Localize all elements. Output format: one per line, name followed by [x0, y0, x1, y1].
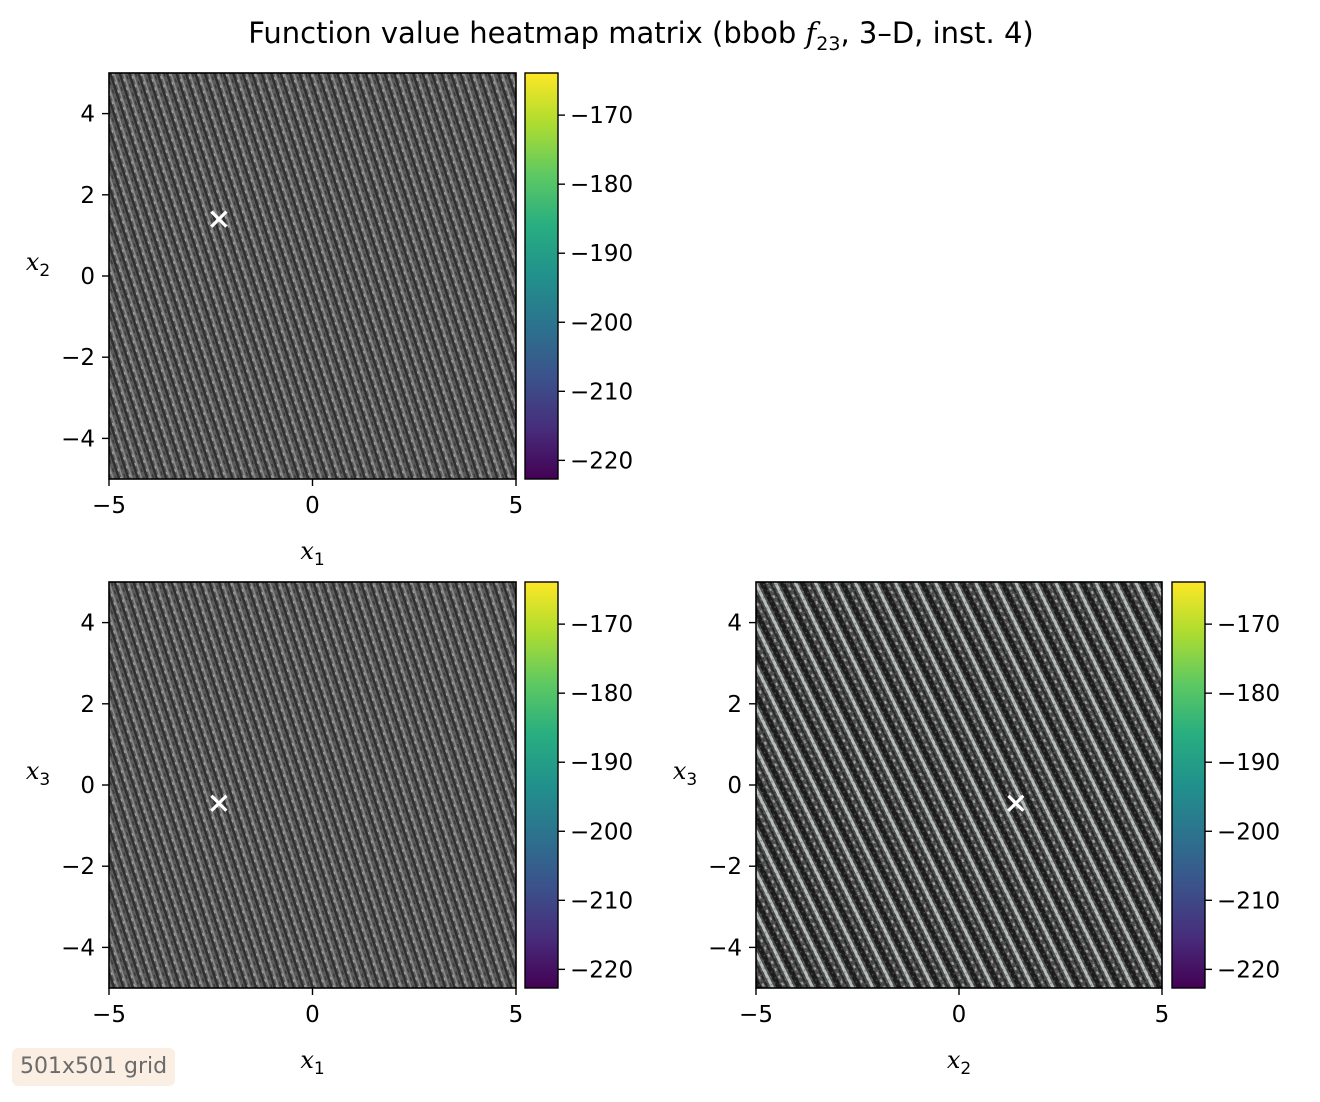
- y-tick-label: 2: [80, 183, 95, 209]
- y-tick-label: −4: [708, 935, 742, 961]
- colorbar-gradient: [1171, 581, 1206, 989]
- heatmap-panel-x2-x3: −5 0 5 −4 −2 0 2 4 x2 x3 −170 −180 −190 −200 −210 −220: [673, 581, 1280, 1079]
- colorbar: −170 −180 −190 −200 −210 −220: [524, 581, 633, 989]
- y-tick-label: −2: [61, 345, 95, 371]
- optimum-marker: [210, 794, 228, 812]
- heatmap-image: [109, 73, 516, 479]
- y-tick-label: −4: [61, 426, 95, 452]
- x-axis-label: x2: [947, 1046, 971, 1079]
- colorbar-tick-label: −180: [570, 172, 633, 198]
- colorbar-tick-label: −210: [570, 379, 633, 405]
- y-tick-label: 4: [80, 102, 95, 128]
- colorbar-tick-label: −200: [570, 819, 633, 845]
- y-axis-label: x3: [26, 757, 50, 790]
- colorbar-tick-label: −210: [1217, 888, 1280, 914]
- colorbar-gradient: [524, 72, 559, 480]
- optimum-marker: [210, 210, 228, 228]
- x-tick-label: 0: [952, 1002, 967, 1028]
- colorbar: −170 −180 −190 −200 −210 −220: [524, 72, 633, 480]
- x-axis-label: x1: [300, 1046, 324, 1079]
- colorbar-tick-label: −170: [1217, 612, 1280, 638]
- colorbar-tick-label: −190: [1217, 750, 1280, 776]
- optimum-marker-stroke: [210, 210, 228, 228]
- x-axis-label: x1: [300, 537, 324, 570]
- colorbar-tick-label: −210: [570, 888, 633, 914]
- y-axis-label-sub: 3: [686, 770, 697, 790]
- y-tick-label: −2: [61, 854, 95, 880]
- colorbar-tick-label: −220: [570, 957, 633, 983]
- x-tick-label: −5: [739, 1002, 773, 1028]
- y-tick-label: 4: [727, 611, 742, 637]
- colorbar-tick-label: −170: [570, 103, 633, 129]
- x-tick-label: 5: [509, 493, 524, 519]
- colorbar: −170 −180 −190 −200 −210 −220: [1171, 581, 1280, 989]
- x-axis-label-sub: 2: [960, 1059, 971, 1079]
- heatmap-panel-x1-x2: −5 0 5 −4 −2 0 2 4 x1 x2 −170 −180 −190 −200 −210 −220: [26, 72, 633, 570]
- y-axis-label: x3: [673, 757, 697, 790]
- y-tick-label: 0: [727, 773, 742, 799]
- x-tick-label: −5: [92, 1002, 126, 1028]
- optimum-marker-stroke: [1007, 794, 1025, 812]
- x-tick-label: −5: [92, 493, 126, 519]
- colorbar-tick-label: −180: [1217, 681, 1280, 707]
- x-axis-label-sub: 1: [314, 550, 325, 570]
- y-tick-label: 0: [80, 264, 95, 290]
- heatmap-noise: [756, 582, 1162, 988]
- heatmap-panel-x1-x3: −5 0 5 −4 −2 0 2 4 x1 x3 −170 −180 −190 −200 −210 −220: [26, 581, 633, 1079]
- x-tick-label: 5: [1155, 1002, 1170, 1028]
- y-tick-label: −2: [708, 854, 742, 880]
- colorbar-gradient: [524, 581, 559, 989]
- optimum-marker-stroke: [210, 794, 228, 812]
- y-tick-label: 4: [80, 611, 95, 637]
- colorbar-tick-label: −170: [570, 612, 633, 638]
- colorbar-tick-label: −220: [1217, 957, 1280, 983]
- grid-size-note: 501x501 grid: [12, 1048, 176, 1086]
- x-axis-label-sub: 1: [314, 1059, 325, 1079]
- colorbar-tick-label: −200: [570, 310, 633, 336]
- x-tick-label: 0: [305, 1002, 320, 1028]
- figure-title: Function value heatmap matrix (bbob f23,…: [248, 16, 1034, 55]
- x-tick-label: 0: [305, 493, 320, 519]
- y-tick-label: 0: [80, 773, 95, 799]
- colorbar-tick-label: −220: [570, 448, 633, 474]
- x-tick-label: 5: [509, 1002, 524, 1028]
- y-tick-label: −4: [61, 935, 95, 961]
- colorbar-tick-label: −200: [1217, 819, 1280, 845]
- optimum-marker: [1007, 794, 1025, 812]
- y-axis-label-sub: 2: [39, 261, 50, 281]
- y-axis-label: x2: [26, 248, 50, 281]
- colorbar-tick-label: −190: [570, 241, 633, 267]
- heatmap-image: [109, 582, 516, 988]
- y-tick-label: 2: [80, 692, 95, 718]
- y-axis-label-sub: 3: [39, 770, 50, 790]
- colorbar-tick-label: −180: [570, 681, 633, 707]
- y-tick-label: 2: [727, 692, 742, 718]
- colorbar-tick-label: −190: [570, 750, 633, 776]
